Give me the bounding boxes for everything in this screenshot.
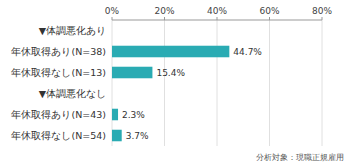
- tick-label: 20%: [154, 6, 174, 16]
- grid-line: [164, 20, 165, 146]
- tick-label: 0%: [105, 6, 120, 16]
- data-label: 3.7%: [126, 131, 149, 141]
- bar: [112, 130, 122, 142]
- bar: [112, 109, 118, 121]
- category-label: ▼体調悪化なし: [39, 88, 106, 99]
- grid: [112, 17, 322, 146]
- tick-label: 60%: [259, 6, 279, 16]
- category-label: 年休取得あり(N=38): [11, 46, 106, 57]
- grid-line: [112, 20, 113, 146]
- bars: [112, 46, 229, 142]
- category-label: 年休取得なし(N=54): [11, 130, 106, 141]
- grid-line: [217, 20, 218, 146]
- grid-line: [269, 20, 270, 146]
- footnote: 分析対象：現職正規雇用: [256, 153, 344, 162]
- grid-line: [322, 20, 323, 146]
- data-label: 15.4%: [156, 68, 185, 78]
- bar: [112, 46, 229, 58]
- x-axis-line: [112, 20, 322, 21]
- category-label: ▼体調悪化あり: [39, 25, 106, 36]
- bar: [112, 67, 152, 79]
- tick-label: 40%: [207, 6, 227, 16]
- data-label: 2.3%: [122, 110, 145, 120]
- data-label: 44.7%: [233, 47, 262, 57]
- chart: 0% 20% 40% 60% 80% 3.7% 2.3% 15.4% 44.7% 年休取得なし(N…: [0, 0, 350, 164]
- tick-label: 80%: [312, 6, 332, 16]
- category-label: 年休取得あり(N=43): [11, 109, 106, 120]
- category-label: 年休取得なし(N=13): [11, 67, 106, 78]
